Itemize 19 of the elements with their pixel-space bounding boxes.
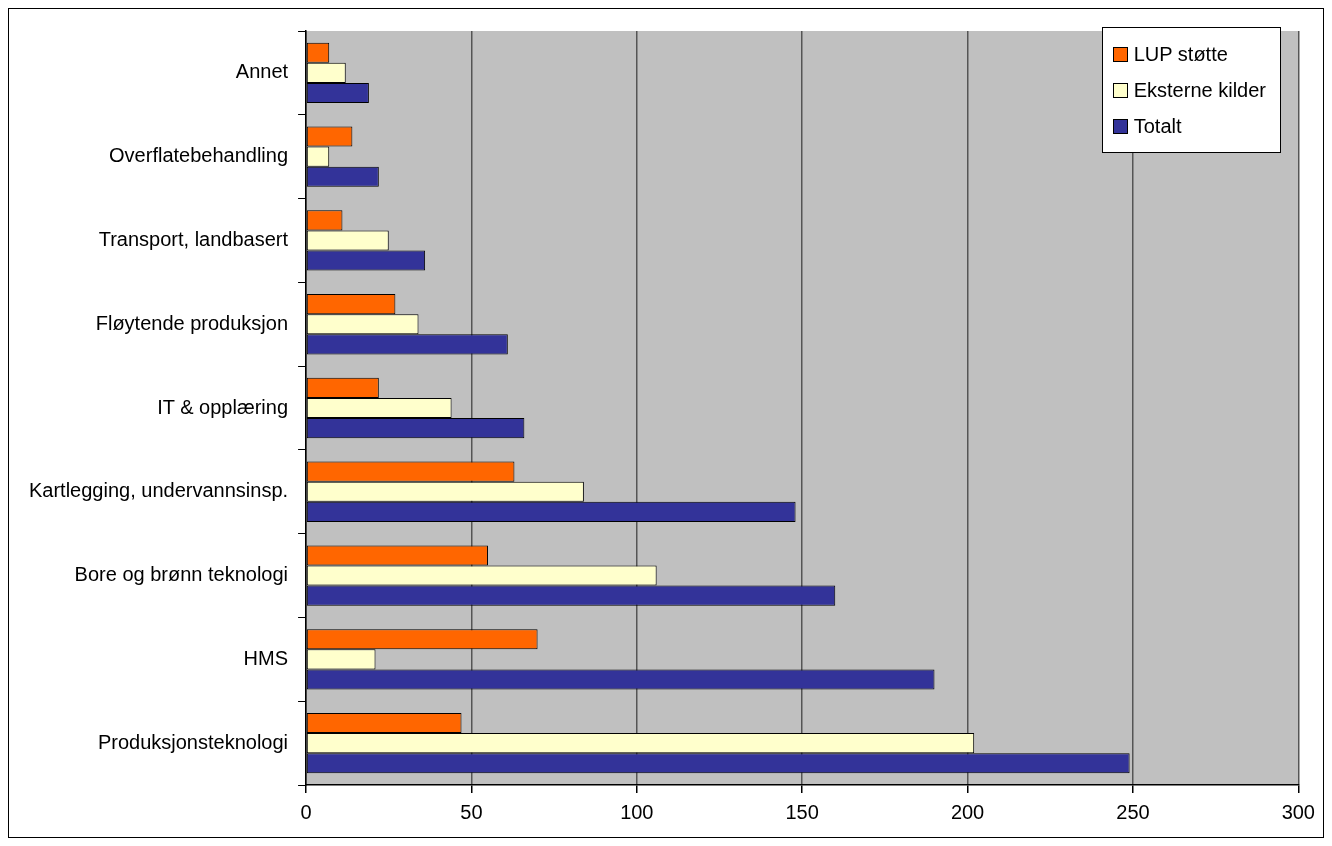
y-tick-label: HMS xyxy=(243,646,289,669)
y-tick-label: Produksjonsteknologi xyxy=(97,730,289,753)
x-tick-label: 250 xyxy=(1116,800,1150,823)
x-tick-label: 300 xyxy=(1281,800,1315,823)
x-tick-label: 50 xyxy=(460,800,483,823)
x-tick-label: 100 xyxy=(620,800,654,823)
legend-label: Totalt xyxy=(1133,114,1182,138)
y-tick-label: Annet xyxy=(235,60,289,83)
legend-label: Eksterne kilder xyxy=(1133,78,1266,102)
y-tick-label: Bore og brønn teknologi xyxy=(74,563,289,586)
y-tick-label: Kartlegging, undervannsinsp. xyxy=(29,479,289,502)
y-tick-label: Overflatebehandling xyxy=(109,144,289,167)
legend-label: LUP støtte xyxy=(1133,42,1228,66)
y-tick-label: Fløytende produksjon xyxy=(95,311,289,334)
x-tick-label: 150 xyxy=(785,800,819,823)
x-tick-label: 0 xyxy=(300,800,312,823)
y-tick-label: IT & opplæring xyxy=(157,395,289,418)
y-tick-label: Transport, landbasert xyxy=(98,227,289,250)
x-tick-label: 200 xyxy=(950,800,985,823)
